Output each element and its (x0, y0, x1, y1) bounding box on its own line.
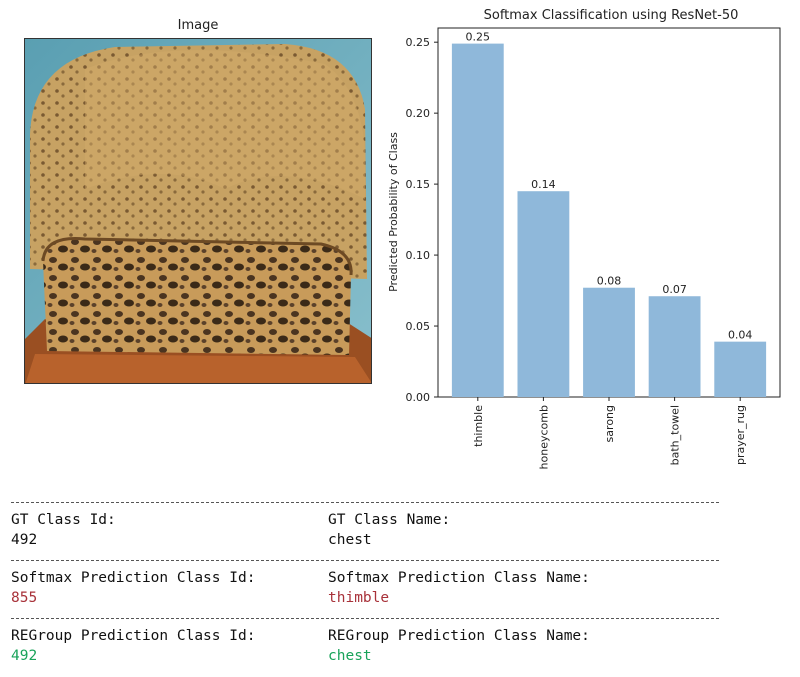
bar-value-labels: 0.25 0.14 0.08 0.07 0.04 (466, 31, 753, 342)
gt-class-name-label: GT Class Name: (328, 512, 451, 528)
chart-title: Softmax Classification using ResNet-50 (484, 8, 739, 23)
x-tick-label: sarong (603, 405, 616, 442)
regroup-class-id-label: REGroup Prediction Class Id: (11, 628, 256, 644)
softmax-class-id-value: 855 (11, 590, 38, 606)
bar-value-label: 0.07 (662, 283, 687, 296)
x-axis: thimble honeycomb sarong bath_towel prayer_r… (472, 397, 747, 469)
bar-value-label: 0.04 (728, 329, 753, 342)
bar-value-label: 0.08 (597, 275, 622, 288)
softmax-bar-chart: Softmax Classification using ResNet-50 0… (387, 8, 781, 469)
bar-sarong (583, 287, 635, 397)
y-tick-label: 0.25 (406, 36, 431, 49)
y-tick-label: 0.00 (406, 391, 431, 404)
softmax-class-name-value: thimble (328, 590, 390, 606)
y-tick-label: 0.15 (406, 178, 431, 191)
y-tick-label: 0.10 (406, 249, 431, 262)
y-tick-label: 0.20 (406, 107, 431, 120)
x-tick-label: prayer_rug (734, 405, 747, 465)
divider (11, 618, 719, 619)
regroup-class-name-value: chest (328, 648, 372, 664)
divider (11, 502, 719, 503)
bars (451, 43, 767, 397)
y-axis-label: Predicted Probability of Class (387, 132, 400, 292)
input-image (24, 38, 372, 384)
chest-photo (25, 39, 371, 383)
regroup-class-id-value: 492 (11, 648, 38, 664)
gt-class-name-value: chest (328, 532, 372, 548)
softmax-class-name-label: Softmax Prediction Class Name: (328, 570, 590, 586)
y-axis: 0.00 0.05 0.10 0.15 0.20 0.25 (406, 36, 438, 404)
x-tick-label: thimble (472, 405, 485, 447)
bar-value-label: 0.14 (531, 178, 556, 191)
regroup-class-name-label: REGroup Prediction Class Name: (328, 628, 590, 644)
bar-thimble (451, 43, 504, 397)
bar-prayer_rug (714, 341, 767, 397)
x-tick-label: bath_towel (669, 405, 682, 465)
divider (11, 560, 719, 561)
bar-honeycomb (517, 191, 570, 397)
softmax-class-id-label: Softmax Prediction Class Id: (11, 570, 256, 586)
bar-bath_towel (648, 296, 701, 397)
x-tick-label: honeycomb (537, 405, 550, 469)
y-tick-label: 0.05 (406, 320, 431, 333)
gt-class-id-value: 492 (11, 532, 38, 548)
image-panel-title: Image (177, 18, 219, 33)
gt-class-id-label: GT Class Id: (11, 512, 116, 528)
bar-value-label: 0.25 (466, 31, 491, 44)
